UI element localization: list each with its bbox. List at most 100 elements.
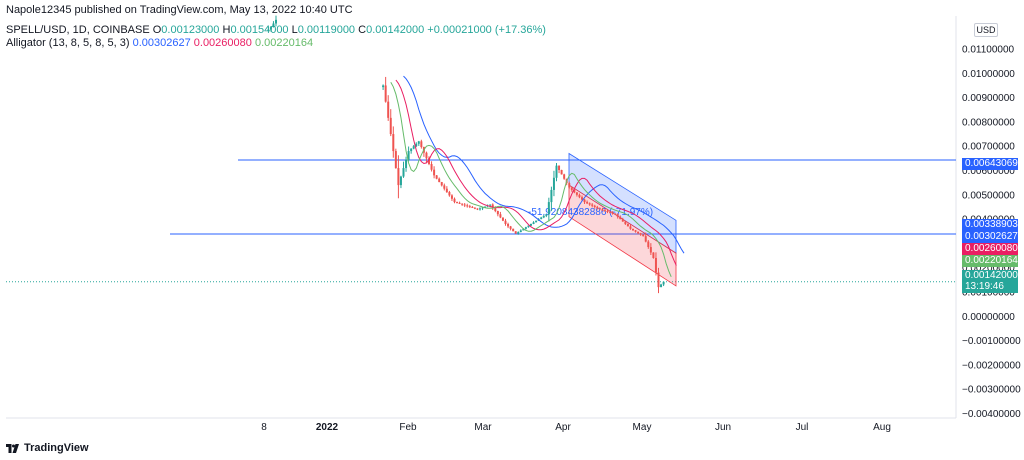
candle-body	[649, 247, 652, 253]
candle-body	[637, 231, 640, 234]
candle-body	[588, 203, 591, 205]
candle-body	[621, 219, 624, 222]
y-tick-label: 0.00600000	[962, 166, 1015, 177]
candle-body	[443, 185, 446, 189]
candle-body	[517, 232, 520, 234]
y-tick-label: −0.00200000	[962, 360, 1021, 371]
candle-body	[573, 189, 576, 193]
y-tick-label: −0.00300000	[962, 385, 1021, 396]
y-tick-label: 0.00000000	[962, 312, 1015, 323]
candle-body	[540, 217, 543, 220]
y-tick-label: 0.00100000	[962, 288, 1015, 299]
candle-body	[606, 211, 609, 212]
candle-body	[507, 223, 510, 227]
candle-body	[555, 165, 558, 178]
candle-body	[415, 143, 418, 147]
candle-body	[581, 197, 583, 200]
x-tick-label: Mar	[474, 422, 492, 433]
candle-body	[519, 230, 522, 233]
y-tick-label: 0.00800000	[962, 117, 1015, 128]
candle-body	[489, 204, 492, 206]
y-tick-label: 0.00900000	[962, 93, 1015, 104]
open-label: O	[152, 24, 162, 36]
candle-body	[575, 192, 578, 195]
candle-body	[494, 207, 497, 211]
candle-body	[417, 141, 420, 144]
candle-body	[466, 205, 469, 207]
price-label: 0.00220164	[962, 255, 1018, 267]
candle-body	[522, 228, 525, 231]
candle-body	[484, 206, 487, 208]
candle-body	[410, 148, 413, 152]
jaw-value: 0.00302627	[132, 37, 191, 49]
tradingview-logo-icon	[6, 443, 19, 453]
y-tick-label: −0.00100000	[962, 336, 1021, 347]
close-label: C	[358, 24, 367, 36]
candle-body	[397, 168, 400, 186]
candle-body	[399, 176, 402, 186]
candle-body	[632, 228, 634, 231]
x-tick-label: Apr	[555, 422, 571, 433]
candle-body	[463, 204, 466, 206]
x-tick-label: Jun	[715, 422, 731, 433]
candle-body	[547, 202, 550, 215]
candle-body	[267, 29, 270, 31]
candle-body	[499, 214, 502, 218]
y-tick-label: 0.00500000	[962, 190, 1015, 201]
candle-body	[481, 207, 484, 209]
ohlc-legend: SPELL/USD, 1D, COINBASE O0.00123000 H0.0…	[6, 24, 546, 36]
candle-body	[530, 223, 532, 226]
candle-body	[382, 85, 385, 88]
price-label: 0.00643069	[962, 158, 1018, 170]
x-tick-label: 8	[261, 422, 267, 433]
candle-body	[445, 188, 448, 193]
candle-body	[654, 257, 657, 273]
candle-body	[512, 228, 515, 232]
candle-body	[456, 202, 459, 204]
candle-body	[501, 217, 504, 221]
candle-body	[476, 208, 479, 210]
candle-body	[626, 223, 629, 227]
symbol-label[interactable]: SPELL/USD, 1D, COINBASE	[6, 24, 150, 36]
y-tick-label: 0.01000000	[962, 69, 1015, 80]
candle-body	[601, 209, 604, 211]
candle-body	[491, 204, 494, 208]
candle-body	[593, 205, 596, 207]
alligator-lips-line	[390, 82, 672, 277]
candle-body	[269, 27, 272, 30]
x-tick-label: Jul	[796, 422, 809, 433]
candle-body	[450, 195, 453, 199]
y-tick-label: −0.00400000	[962, 409, 1021, 420]
open-value: 0.00123000	[161, 24, 220, 36]
candle-body	[524, 227, 527, 229]
candle-body	[583, 199, 586, 203]
low-value: 0.00119000	[297, 24, 356, 36]
candle-body	[619, 216, 622, 220]
candle-body	[560, 170, 563, 175]
candle-body	[461, 203, 464, 205]
candle-body	[578, 194, 581, 198]
candle-body	[570, 187, 573, 190]
candle-body	[471, 206, 474, 208]
candle-body	[394, 151, 397, 169]
candle-body	[532, 222, 535, 224]
candle-body	[563, 174, 566, 179]
candle-body	[402, 168, 405, 177]
indicator-label[interactable]: Alligator (13, 8, 5, 8, 5, 3)	[6, 37, 130, 49]
candle-body	[407, 151, 410, 160]
candle-body	[496, 211, 499, 215]
bar-countdown: 13:19:46	[962, 281, 1018, 293]
currency-button[interactable]: USD	[974, 23, 998, 37]
candle-body	[647, 241, 650, 248]
candle-body	[392, 134, 395, 152]
candle-body	[473, 207, 476, 209]
candle-body	[527, 225, 530, 228]
candle-body	[634, 230, 637, 232]
candle-body	[535, 220, 538, 223]
candle-body	[428, 158, 430, 165]
lips-value: 0.00220164	[254, 37, 314, 49]
candle-body	[453, 198, 456, 203]
candle-body	[440, 182, 443, 186]
candle-body	[430, 164, 433, 170]
